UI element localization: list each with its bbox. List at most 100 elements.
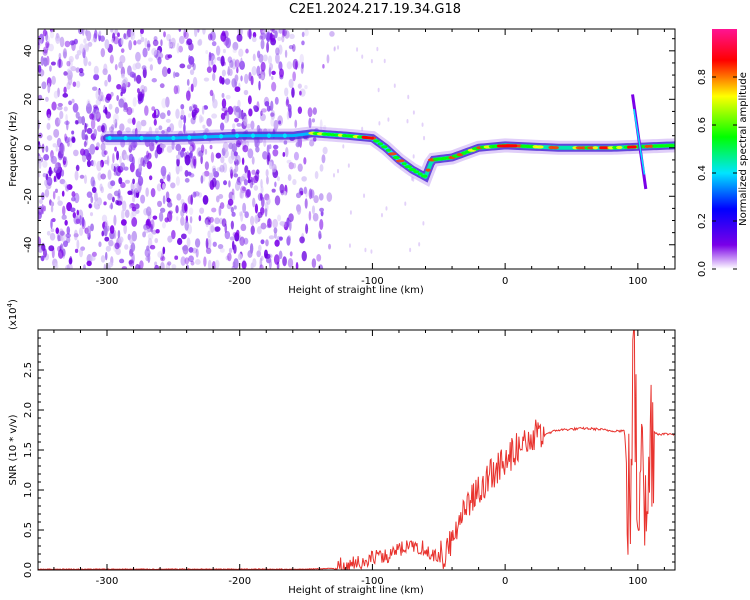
heatmap-speckle xyxy=(50,61,56,66)
heatmap-speckle xyxy=(90,176,95,187)
heatmap-speckle xyxy=(39,37,42,47)
heatmap-speckle xyxy=(160,39,163,47)
heatmap-speckle xyxy=(180,209,185,217)
heatmap-speckle xyxy=(140,194,146,204)
heatmap-speckle xyxy=(118,177,123,185)
heatmap-speckle xyxy=(176,193,182,201)
heatmap-speckle xyxy=(68,58,73,70)
heatmap-speckle xyxy=(240,211,244,222)
snr-x-axis: -300 -200 -100 0 100 xyxy=(53,330,665,587)
heatmap-speckle xyxy=(198,215,202,222)
heatmap-speckle xyxy=(57,87,60,98)
heatmap-speckle xyxy=(171,229,176,240)
heatmap-speckle xyxy=(151,229,157,235)
heatmap-speckle xyxy=(412,177,415,182)
heatmap-speckle xyxy=(301,40,305,46)
heatmap-speckle xyxy=(107,169,112,180)
heatmap-speckle xyxy=(311,258,317,269)
heatmap-speckle xyxy=(114,106,120,114)
heatmap-speckle xyxy=(361,126,364,132)
heatmap-speckle xyxy=(292,71,297,82)
heatmap-speckle xyxy=(83,140,87,148)
heatmap-speckle xyxy=(89,113,95,120)
heatmap-speckle xyxy=(84,227,89,234)
heatmap-speckle xyxy=(65,184,70,192)
heatmap-speckle xyxy=(219,247,225,253)
heatmap-speckle xyxy=(118,236,124,244)
heatmap-speckle xyxy=(205,50,209,55)
heatmap-speckle xyxy=(40,55,44,66)
snr-series-line xyxy=(38,330,675,570)
heatmap-speckle xyxy=(140,29,144,35)
heatmap-speckle xyxy=(164,54,170,61)
heatmap-speckle xyxy=(62,48,68,59)
spectrogram-x-label: Height of straight line (km) xyxy=(288,285,424,296)
heatmap-speckle xyxy=(159,207,166,213)
heatmap-speckle xyxy=(311,118,316,123)
heatmap-speckle xyxy=(297,163,303,172)
heatmap-speckle xyxy=(67,68,71,74)
heatmap-speckle xyxy=(140,84,146,95)
heatmap-speckle xyxy=(328,243,332,250)
heatmap-speckle xyxy=(103,104,106,114)
heatmap-speckle xyxy=(68,138,73,148)
heatmap-speckle xyxy=(260,185,264,194)
snr-panel: -300 -200 -100 0 100 0.0 0.5 1.0 1.5 2.0 2.5 Heig… xyxy=(6,299,676,596)
heatmap-speckle xyxy=(242,144,249,153)
heatmap-speckle xyxy=(73,215,80,225)
heatmap-speckle xyxy=(412,110,415,115)
heatmap-speckle xyxy=(103,225,108,237)
heatmap-speckle xyxy=(237,253,243,261)
heatmap-speckle xyxy=(230,169,233,179)
heatmap-speckle xyxy=(76,209,80,216)
heatmap-speckle xyxy=(54,117,61,127)
heatmap-speckle xyxy=(262,54,268,62)
heatmap-speckle xyxy=(90,118,96,130)
heatmap-speckle xyxy=(314,171,319,180)
heatmap-speckle xyxy=(228,156,234,164)
heatmap-speckle xyxy=(233,205,237,210)
heatmap-speckle xyxy=(159,83,165,89)
heatmap-speckle xyxy=(326,54,330,64)
heatmap-speckle xyxy=(266,32,271,43)
heatmap-speckle xyxy=(195,259,201,265)
heatmap-speckle xyxy=(135,62,141,70)
heatmap-speckle xyxy=(322,63,325,69)
heatmap-speckle xyxy=(145,206,152,217)
heatmap-speckle xyxy=(184,203,188,212)
heatmap-speckle xyxy=(100,48,106,58)
heatmap-speckle xyxy=(266,176,269,185)
heatmap-speckle xyxy=(100,255,106,263)
heatmap-speckle xyxy=(265,169,269,177)
heatmap-speckle xyxy=(80,246,86,251)
heatmap-speckle xyxy=(225,94,231,100)
heatmap-speckle xyxy=(161,252,164,261)
heatmap-speckle xyxy=(186,237,191,248)
heatmap-speckle xyxy=(316,254,322,262)
heatmap-speckle xyxy=(260,32,266,40)
heatmap-speckle xyxy=(301,176,307,182)
heatmap-ridge-blob xyxy=(203,134,208,140)
heatmap-speckle xyxy=(136,120,142,132)
heatmap-speckle xyxy=(188,207,194,215)
heatmap-speckle xyxy=(393,83,396,88)
heatmap-speckle xyxy=(212,72,216,82)
heatmap-speckle xyxy=(215,152,222,159)
heatmap-speckle xyxy=(304,29,309,37)
heatmap-speckle xyxy=(146,220,150,227)
heatmap-speckle xyxy=(188,55,191,63)
heatmap-speckle xyxy=(318,193,324,201)
snr-y-tick-label: 0.5 xyxy=(23,522,34,538)
heatmap-speckle xyxy=(273,119,279,130)
heatmap-speckle xyxy=(418,242,421,247)
heatmap-speckle xyxy=(166,33,172,42)
heatmap-speckle xyxy=(226,111,230,122)
heatmap-speckle xyxy=(274,96,279,105)
heatmap-speckle xyxy=(114,29,119,35)
heatmap-speckle xyxy=(237,99,241,109)
heatmap-speckle xyxy=(52,190,56,200)
heatmap-speckle xyxy=(212,167,217,175)
heatmap-speckle xyxy=(63,156,68,161)
heatmap-speckle xyxy=(130,212,134,220)
heatmap-speckle xyxy=(94,29,98,39)
